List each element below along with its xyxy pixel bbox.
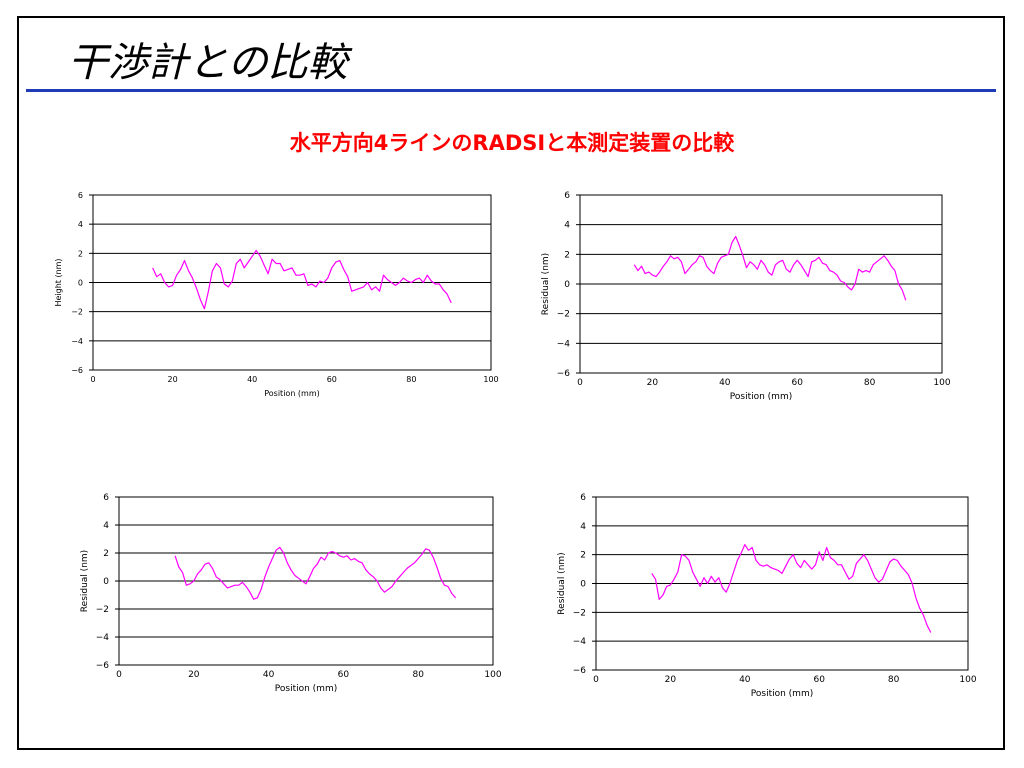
y-tick-label: 2 <box>564 250 570 260</box>
y-axis-label: Residual (nm) <box>557 552 567 614</box>
y-tick-label: 4 <box>564 221 570 231</box>
x-tick-label: 60 <box>327 375 337 384</box>
x-tick-label: 80 <box>864 378 876 388</box>
slide-subtitle: 水平方向4ラインのRADSIと本測定装置の比較 <box>289 131 735 155</box>
y-axis-label: Residual (nm) <box>541 253 551 315</box>
x-tick-label: 20 <box>168 375 178 384</box>
y-tick-label: −6 <box>573 666 587 676</box>
y-tick-label: −2 <box>557 310 570 320</box>
y-tick-label: 0 <box>564 280 570 290</box>
y-tick-label: 0 <box>580 580 586 590</box>
y-tick-label: −4 <box>96 633 110 643</box>
y-tick-label: −6 <box>557 369 571 379</box>
x-tick-label: 20 <box>188 670 200 680</box>
x-tick-label: 0 <box>593 675 599 685</box>
y-tick-label: 6 <box>564 191 570 201</box>
y-tick-label: 0 <box>103 577 109 587</box>
y-tick-label: 0 <box>78 279 83 288</box>
x-tick-label: 60 <box>338 670 350 680</box>
y-tick-label: 2 <box>580 551 586 561</box>
y-tick-label: 4 <box>103 521 109 531</box>
y-axis-label: Height (nm) <box>54 258 63 306</box>
x-tick-label: 80 <box>406 375 416 384</box>
x-axis-label: Position (mm) <box>264 389 320 398</box>
x-tick-label: 40 <box>247 375 257 384</box>
slide-frame <box>17 16 1005 750</box>
series-line <box>651 543 932 633</box>
y-tick-label: 4 <box>78 220 83 229</box>
x-tick-label: 60 <box>813 675 825 685</box>
y-axis-label: Residual (nm) <box>80 550 90 612</box>
x-tick-label: 40 <box>719 378 731 388</box>
slide-title: 干渉計との比較 <box>68 40 348 86</box>
x-tick-label: 100 <box>959 675 976 685</box>
x-tick-label: 100 <box>933 378 950 388</box>
x-axis-label: Position (mm) <box>751 689 813 699</box>
y-tick-label: −2 <box>71 308 83 317</box>
series-line <box>152 249 452 310</box>
x-tick-label: 0 <box>116 670 122 680</box>
x-tick-label: 40 <box>739 675 751 685</box>
x-tick-label: 60 <box>791 378 803 388</box>
y-tick-label: 6 <box>103 493 109 503</box>
y-tick-label: −4 <box>71 337 83 346</box>
x-axis-label: Position (mm) <box>275 684 337 694</box>
y-tick-label: 2 <box>103 549 109 559</box>
y-tick-label: −6 <box>96 661 110 671</box>
x-tick-label: 40 <box>263 670 275 680</box>
y-tick-label: 6 <box>78 191 83 200</box>
x-tick-label: 80 <box>888 675 900 685</box>
title-rule <box>26 89 996 92</box>
x-tick-label: 20 <box>665 675 677 685</box>
y-tick-label: 2 <box>78 249 83 258</box>
x-tick-label: 20 <box>647 378 659 388</box>
y-tick-label: 4 <box>580 522 586 532</box>
x-axis-label: Position (mm) <box>730 392 792 402</box>
y-tick-label: −2 <box>573 608 586 618</box>
series-line <box>633 235 907 301</box>
x-tick-label: 0 <box>577 378 583 388</box>
x-tick-label: 100 <box>483 375 498 384</box>
series-line <box>174 546 457 600</box>
x-tick-label: 0 <box>90 375 95 384</box>
x-tick-label: 100 <box>484 670 501 680</box>
y-tick-label: −4 <box>557 339 571 349</box>
y-tick-label: −4 <box>573 637 587 647</box>
y-tick-label: 6 <box>580 493 586 503</box>
x-tick-label: 80 <box>412 670 424 680</box>
y-tick-label: −6 <box>71 366 83 375</box>
y-tick-label: −2 <box>96 605 109 615</box>
